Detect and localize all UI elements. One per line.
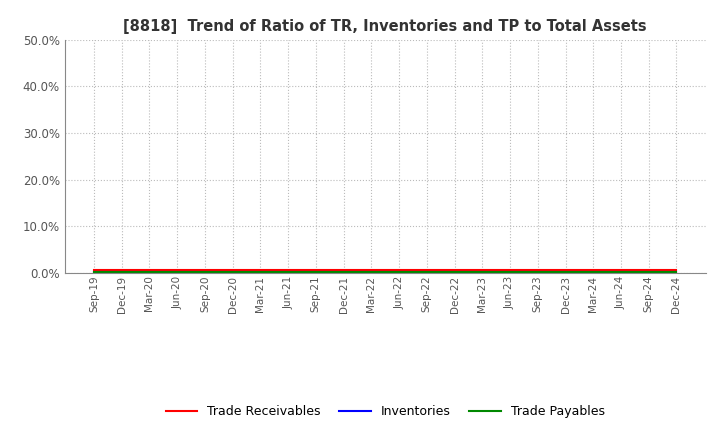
- Inventories: [228, 269, 237, 275]
- Trade Receivables: [201, 268, 210, 273]
- Trade Receivables: [117, 268, 126, 273]
- Trade Payables: [367, 270, 376, 275]
- Trade Receivables: [672, 268, 681, 273]
- Trade Payables: [450, 270, 459, 275]
- Trade Payables: [644, 270, 653, 275]
- Inventories: [478, 269, 487, 275]
- Trade Receivables: [228, 268, 237, 273]
- Title: [8818]  Trend of Ratio of TR, Inventories and TP to Total Assets: [8818] Trend of Ratio of TR, Inventories…: [123, 19, 647, 34]
- Trade Receivables: [145, 268, 154, 273]
- Inventories: [395, 269, 403, 275]
- Trade Receivables: [312, 268, 320, 273]
- Trade Receivables: [395, 268, 403, 273]
- Trade Receivables: [284, 268, 292, 273]
- Inventories: [117, 269, 126, 275]
- Trade Receivables: [478, 268, 487, 273]
- Legend: Trade Receivables, Inventories, Trade Payables: Trade Receivables, Inventories, Trade Pa…: [161, 400, 610, 423]
- Trade Payables: [145, 270, 154, 275]
- Inventories: [145, 269, 154, 275]
- Inventories: [672, 269, 681, 275]
- Trade Receivables: [561, 268, 570, 273]
- Trade Receivables: [89, 268, 98, 273]
- Trade Payables: [478, 270, 487, 275]
- Inventories: [312, 269, 320, 275]
- Trade Receivables: [423, 268, 431, 273]
- Trade Payables: [616, 270, 625, 275]
- Trade Receivables: [339, 268, 348, 273]
- Trade Payables: [395, 270, 403, 275]
- Inventories: [450, 269, 459, 275]
- Inventories: [339, 269, 348, 275]
- Inventories: [89, 269, 98, 275]
- Trade Receivables: [589, 268, 598, 273]
- Trade Payables: [312, 270, 320, 275]
- Trade Payables: [339, 270, 348, 275]
- Inventories: [367, 269, 376, 275]
- Trade Receivables: [644, 268, 653, 273]
- Inventories: [589, 269, 598, 275]
- Inventories: [423, 269, 431, 275]
- Trade Payables: [589, 270, 598, 275]
- Trade Payables: [423, 270, 431, 275]
- Trade Receivables: [173, 268, 181, 273]
- Inventories: [173, 269, 181, 275]
- Inventories: [644, 269, 653, 275]
- Trade Payables: [672, 270, 681, 275]
- Trade Payables: [505, 270, 514, 275]
- Inventories: [561, 269, 570, 275]
- Inventories: [284, 269, 292, 275]
- Inventories: [505, 269, 514, 275]
- Trade Receivables: [367, 268, 376, 273]
- Inventories: [616, 269, 625, 275]
- Trade Payables: [117, 270, 126, 275]
- Inventories: [256, 269, 265, 275]
- Trade Receivables: [534, 268, 542, 273]
- Inventories: [534, 269, 542, 275]
- Trade Payables: [284, 270, 292, 275]
- Trade Receivables: [450, 268, 459, 273]
- Trade Payables: [256, 270, 265, 275]
- Trade Receivables: [505, 268, 514, 273]
- Trade Receivables: [616, 268, 625, 273]
- Trade Payables: [201, 270, 210, 275]
- Trade Payables: [173, 270, 181, 275]
- Trade Payables: [89, 270, 98, 275]
- Trade Payables: [228, 270, 237, 275]
- Inventories: [201, 269, 210, 275]
- Trade Payables: [561, 270, 570, 275]
- Trade Payables: [534, 270, 542, 275]
- Trade Receivables: [256, 268, 265, 273]
